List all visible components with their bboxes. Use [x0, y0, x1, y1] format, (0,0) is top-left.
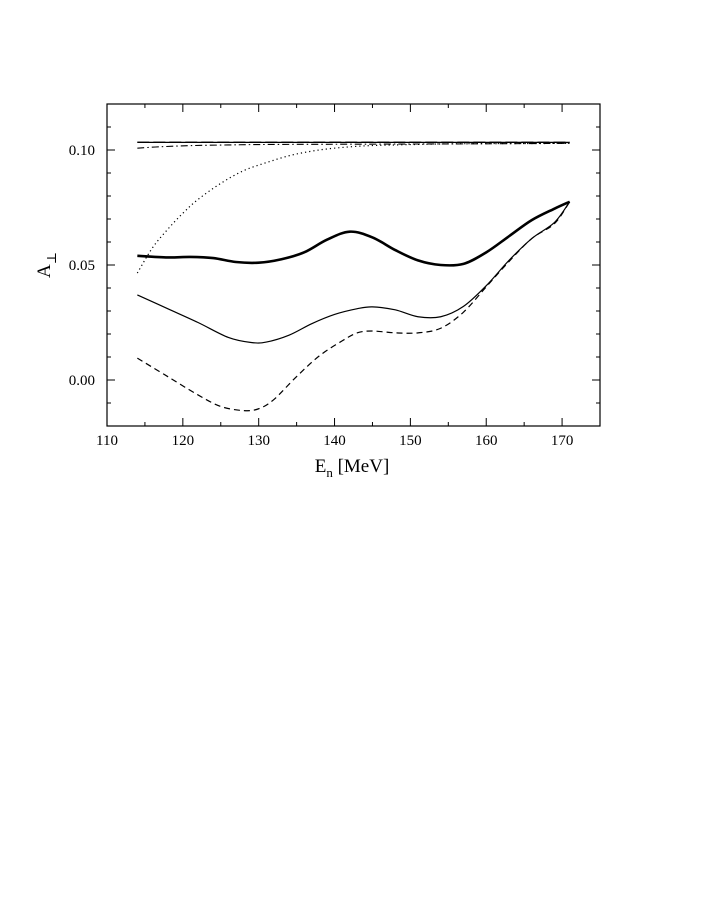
series-line-3	[137, 201, 571, 412]
series-line-2	[137, 201, 571, 344]
series-line-1	[137, 200, 571, 267]
x-tick-label: 120	[172, 433, 195, 449]
y-tick-label: 0.00	[69, 373, 95, 389]
x-tick-label: 160	[475, 433, 498, 449]
x-tick-label: 170	[551, 433, 574, 449]
x-tick-label: 140	[323, 433, 346, 449]
y-tick-label: 0.10	[69, 143, 95, 159]
data-series	[136, 141, 571, 412]
tick-labels: 110 120 130 140 150 160 170 0.00 0.05 0.10	[69, 143, 574, 449]
y-tick-label: 0.05	[69, 258, 95, 274]
x-tick-label: 150	[399, 433, 422, 449]
x-tick-label: 130	[247, 433, 270, 449]
series-line-5	[137, 142, 570, 149]
plot-frame	[106, 103, 601, 427]
x-tick-label: 110	[96, 433, 118, 449]
x-axis-label: En [MeV]	[315, 456, 390, 480]
y-axis-label: A⊥	[34, 252, 59, 278]
series-line-4	[136, 142, 570, 274]
axis-ticks	[106, 104, 600, 426]
